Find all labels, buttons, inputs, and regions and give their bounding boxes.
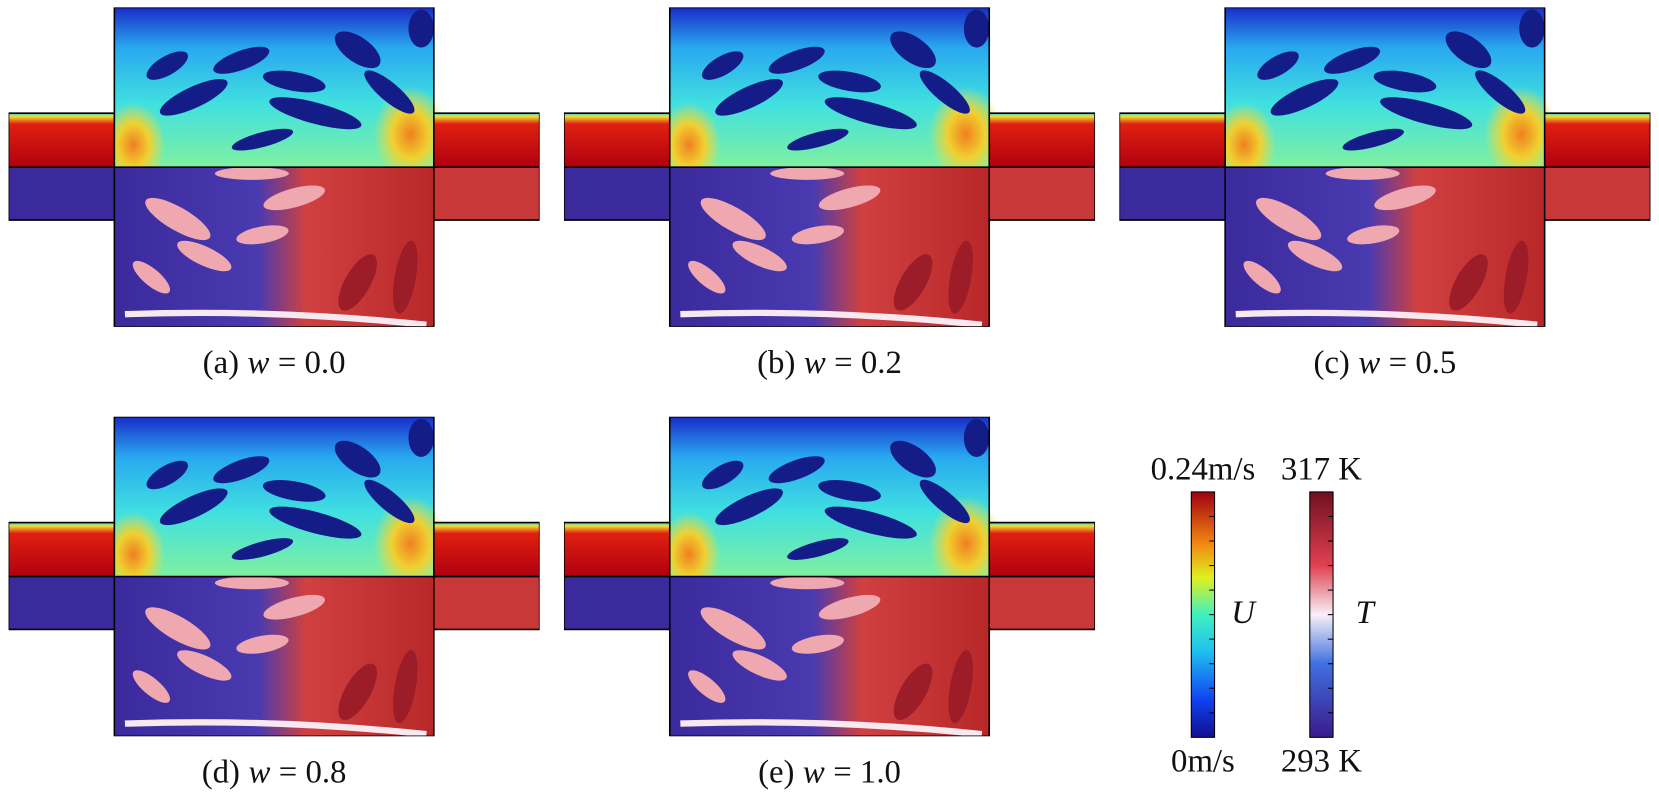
caption-value: = 1.0 [833,754,901,790]
panel-caption: (a) w = 0.0 [203,345,346,381]
caption-value: = 0.5 [1389,345,1457,381]
colorbar-max: 317 K [1281,451,1362,487]
field-plot [564,417,1095,736]
field-plot [9,417,540,736]
caption-value: = 0.8 [279,754,347,790]
caption-variable: w [248,754,270,790]
caption-variable: w [803,754,825,790]
field-plot [9,7,540,326]
caption-variable: w [248,345,270,381]
caption-label: (e) [758,754,794,790]
caption-value: = 0.2 [834,345,902,381]
colorbar-min: 293 K [1281,743,1362,779]
caption-label: (a) [203,345,239,381]
caption-label: (c) [1313,345,1349,381]
panel-caption: (d) w = 0.8 [202,754,347,790]
panel-caption: (e) w = 1.0 [758,754,901,790]
field-plot [564,7,1095,326]
caption-value: = 0.0 [278,345,346,381]
colorbar-symbol: T [1356,595,1377,631]
caption-label: (d) [202,754,240,790]
panel-caption: (b) w = 0.2 [757,345,902,381]
caption-variable: w [804,345,826,381]
colorbar-max: 0.24m/s [1151,451,1256,487]
caption-variable: w [1358,345,1380,381]
panel-caption: (c) w = 0.5 [1313,345,1456,381]
colorbar-symbol: U [1231,595,1257,631]
field-plot [1119,7,1650,326]
colorbar-min: 0m/s [1171,743,1235,779]
caption-label: (b) [757,345,795,381]
